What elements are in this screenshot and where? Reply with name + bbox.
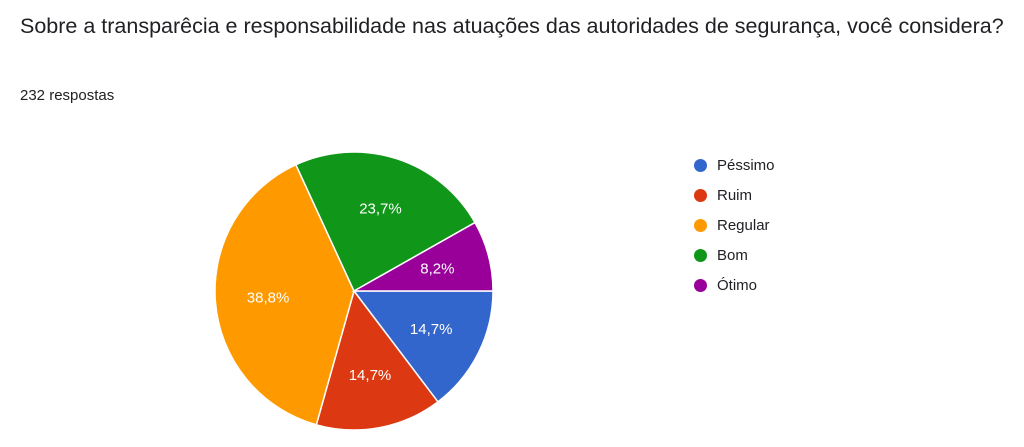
legend-item: Ótimo bbox=[694, 270, 775, 300]
legend-item: Bom bbox=[694, 240, 775, 270]
pie-slice-péssimo bbox=[352, 290, 494, 403]
legend-swatch bbox=[694, 248, 707, 262]
response-count: 232 respostas bbox=[20, 87, 115, 104]
pie-slice-label: 8,2% bbox=[420, 261, 454, 278]
legend-swatch bbox=[694, 218, 707, 232]
legend-label: Ruim bbox=[717, 186, 753, 204]
legend-item: Péssimo bbox=[694, 150, 775, 180]
pie-slice-label: 14,7% bbox=[410, 321, 453, 338]
question-title: Sobre a transparêcia e responsabilidade … bbox=[20, 14, 1004, 38]
legend-swatch bbox=[694, 158, 707, 172]
legend-item: Ruim bbox=[694, 180, 775, 210]
pie-slice-label: 14,7% bbox=[349, 367, 392, 384]
pie-slice-ruim bbox=[315, 289, 439, 431]
pie-slice-ótimo bbox=[351, 221, 494, 292]
pie-slice-bom bbox=[294, 151, 477, 293]
legend-label: Bom bbox=[717, 246, 748, 264]
legend-swatch bbox=[694, 188, 707, 202]
pie-slice-label: 38,8% bbox=[247, 289, 290, 306]
legend-label: Ótimo bbox=[717, 276, 758, 294]
pie-labels: 14,7% 14,7% 38,8% 23,7% 8,2% bbox=[247, 200, 455, 384]
pie-slice-regular bbox=[214, 163, 355, 426]
legend-label: Péssimo bbox=[717, 156, 775, 174]
legend-swatch bbox=[694, 278, 707, 292]
pie-slice-label: 23,7% bbox=[359, 200, 402, 217]
chart-legend: Péssimo Ruim Regular Bom Ótimo bbox=[694, 150, 775, 300]
legend-item: Regular bbox=[694, 210, 775, 240]
pie-slices bbox=[214, 151, 494, 431]
legend-label: Regular bbox=[717, 216, 770, 234]
